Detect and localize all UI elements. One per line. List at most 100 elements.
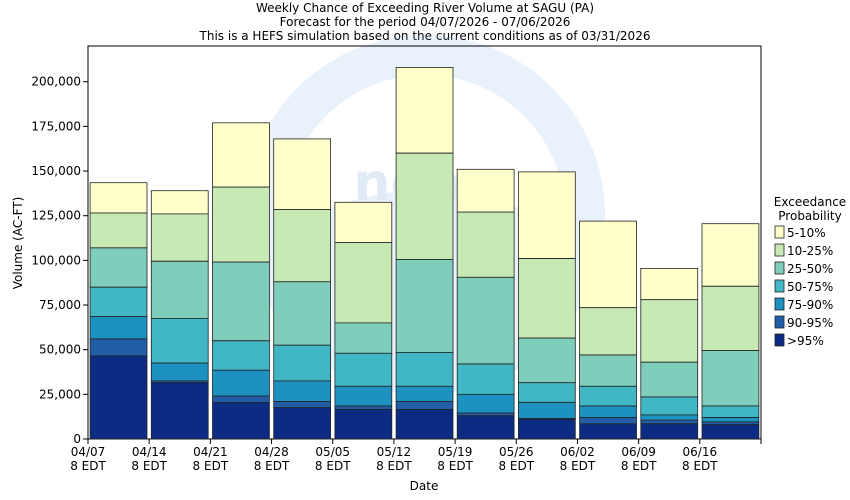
x-tick-label-time: 8 EDT <box>376 459 412 473</box>
bar-segment-95-week-1 <box>89 355 148 440</box>
bar-segment-95-week-11 <box>701 424 760 440</box>
x-tick-label-time: 8 EDT <box>315 459 351 473</box>
bar-segment-5075-week-2 <box>150 317 209 364</box>
bar-segment-9095-week-7 <box>456 412 515 417</box>
bar-segment-2550-week-9 <box>579 354 637 387</box>
legend-swatch <box>774 279 785 293</box>
bar-segment-9095-week-9 <box>579 417 637 425</box>
legend-label: 5-10% <box>787 226 826 240</box>
x-tick-label-date: 04/21 <box>193 445 228 459</box>
legend-title-line-2: Probability <box>778 209 841 223</box>
bar-segment-7590-week-2 <box>150 362 209 382</box>
bar-segment-1025-week-8 <box>518 258 576 339</box>
bar-segment-2550-week-4 <box>273 281 332 346</box>
y-axis-title: Volume (AC-FT) <box>11 197 25 290</box>
bar-segment-510-week-11 <box>701 223 760 287</box>
bar-segment-1025-week-2 <box>150 213 209 262</box>
bar-segment-7590-week-9 <box>579 405 637 419</box>
bar-segment-2550-week-10 <box>640 361 699 398</box>
bar-segment-95-week-10 <box>640 423 699 440</box>
x-tick-label-time: 8 EDT <box>193 459 229 473</box>
bar-segment-7590-week-11 <box>701 417 760 423</box>
bar-segment-7590-week-10 <box>640 414 699 421</box>
bar-segment-9095-week-11 <box>701 421 760 426</box>
bar-segment-2550-week-8 <box>518 337 576 384</box>
bar-segment-1025-week-7 <box>456 211 515 278</box>
y-tick-label: 25,000 <box>39 387 81 401</box>
x-tick-label-time: 8 EDT <box>437 459 473 473</box>
y-tick-label: 125,000 <box>31 209 81 223</box>
bar-segment-2550-week-1 <box>89 247 148 288</box>
y-tick-label: 200,000 <box>31 75 81 89</box>
bar-segment-9095-week-1 <box>89 338 148 357</box>
chart-title-line-2: Forecast for the period 04/07/2026 - 07/… <box>280 15 571 29</box>
x-tick-label-date: 06/09 <box>621 445 656 459</box>
legend-label: 75-90% <box>787 298 833 312</box>
bar-segment-5075-week-1 <box>89 286 148 318</box>
x-tick-label-time: 8 EDT <box>498 459 534 473</box>
legend-swatch <box>774 315 785 329</box>
bars-group <box>89 67 760 440</box>
bar-segment-95-week-4 <box>273 407 332 440</box>
legend-swatch <box>774 261 785 275</box>
bar-segment-510-week-2 <box>150 190 209 215</box>
bar-segment-9095-week-5 <box>334 405 393 410</box>
bar-segment-510-week-7 <box>456 168 515 213</box>
legend-label: 25-50% <box>787 262 833 276</box>
bar-segment-7590-week-5 <box>334 385 393 407</box>
bar-segment-95-week-8 <box>518 418 576 440</box>
bar-segment-510-week-9 <box>579 220 637 309</box>
bar-segment-95-week-2 <box>150 382 209 440</box>
bar-segment-5075-week-6 <box>395 351 454 387</box>
bar-segment-7590-week-4 <box>273 380 332 402</box>
bar-segment-5075-week-3 <box>212 340 270 371</box>
bar-segment-7590-week-8 <box>518 401 576 419</box>
bar-segment-5075-week-10 <box>640 396 699 416</box>
bar-segment-95-week-9 <box>579 423 637 440</box>
bar-segment-510-week-8 <box>518 171 576 259</box>
bar-segment-95-week-5 <box>334 409 393 440</box>
bar-segment-5075-week-8 <box>518 382 576 403</box>
y-axis: 0 25,000 50,000 75,000 100,000 125,000 150,000… <box>31 75 88 446</box>
bar-segment-5075-week-7 <box>456 363 515 395</box>
bar-segment-510-week-5 <box>334 201 393 243</box>
bar-segment-9095-week-3 <box>212 395 270 403</box>
bar-segment-1025-week-3 <box>212 186 270 263</box>
legend-label: 50-75% <box>787 280 833 294</box>
y-tick-label: 175,000 <box>31 119 81 133</box>
bar-segment-7590-week-7 <box>456 393 515 414</box>
legend-swatch <box>774 297 785 311</box>
x-tick-label-date: 06/02 <box>560 445 595 459</box>
legend-label: 10-25% <box>787 244 833 258</box>
bar-segment-95-week-3 <box>212 401 270 440</box>
bar-segment-5075-week-11 <box>701 405 760 419</box>
legend-label: 90-95% <box>787 316 833 330</box>
x-tick-label-date: 04/07 <box>71 445 106 459</box>
bar-segment-1025-week-5 <box>334 242 393 324</box>
bar-segment-2550-week-7 <box>456 276 515 365</box>
bar-segment-2550-week-6 <box>395 259 454 353</box>
x-tick-label-time: 8 EDT <box>621 459 657 473</box>
x-tick-label-time: 8 EDT <box>70 459 106 473</box>
bar-segment-510-week-6 <box>395 67 454 154</box>
x-tick-label-date: 06/16 <box>683 445 718 459</box>
bar-segment-9095-week-10 <box>640 419 699 425</box>
y-tick-label: 150,000 <box>31 164 81 178</box>
bar-segment-510-week-3 <box>212 122 270 188</box>
bar-segment-7590-week-1 <box>89 316 148 340</box>
bar-segment-510-week-10 <box>640 267 699 301</box>
bar-segment-9095-week-6 <box>395 401 454 410</box>
chart-title-line-1: Weekly Chance of Exceeding River Volume … <box>256 1 594 15</box>
bar-segment-1025-week-10 <box>640 299 699 363</box>
chart-title-line-3: This is a HEFS simulation based on the c… <box>199 29 651 43</box>
bar-segment-5075-week-9 <box>579 385 637 407</box>
legend: Exceedance Probability 5-10% 10-25% 25-50%… <box>774 195 846 348</box>
bar-segment-7590-week-3 <box>212 369 270 397</box>
x-tick-label-date: 05/05 <box>315 445 350 459</box>
bar-segment-5075-week-4 <box>273 344 332 382</box>
bar-segment-9095-week-4 <box>273 401 332 409</box>
bar-segment-1025-week-6 <box>395 152 454 260</box>
x-tick-label-date: 05/26 <box>499 445 534 459</box>
x-tick-label-time: 8 EDT <box>560 459 596 473</box>
